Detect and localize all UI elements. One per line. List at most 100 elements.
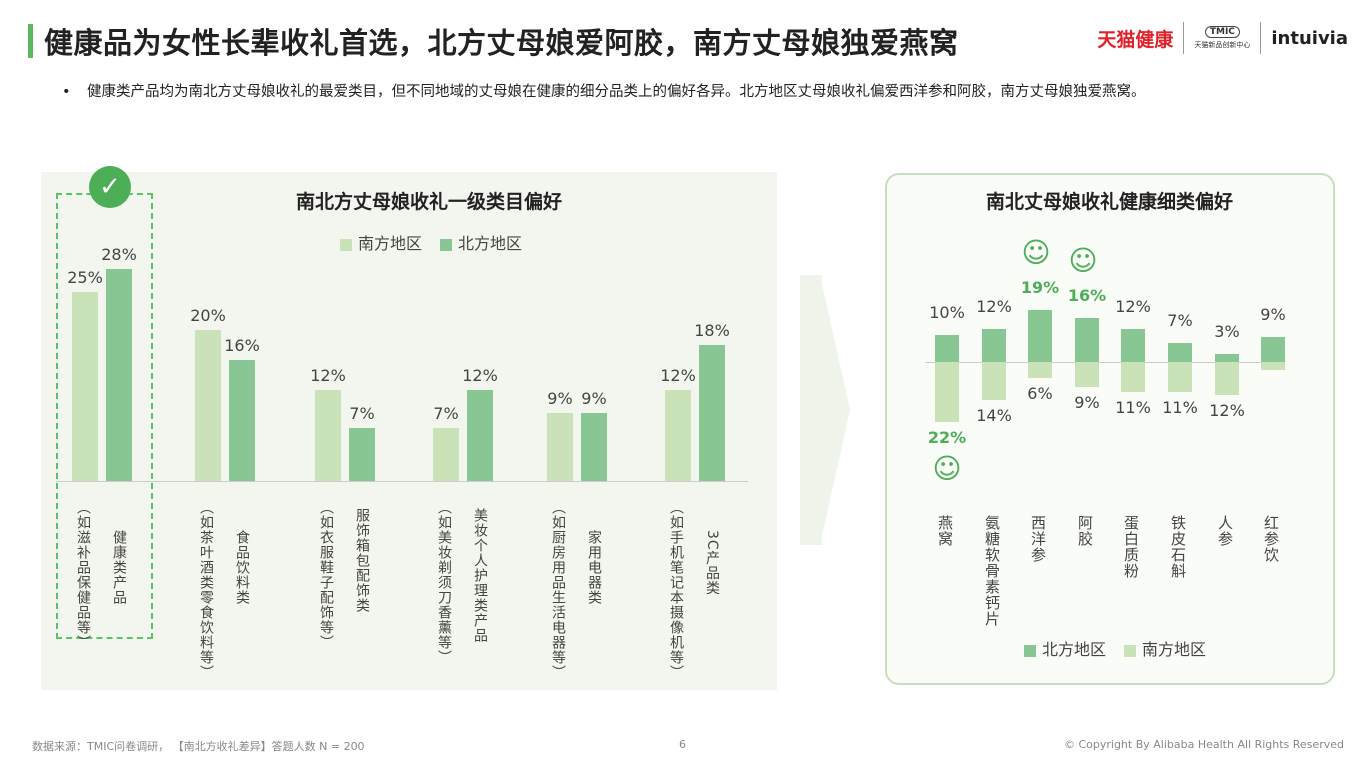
bar-north (1215, 353, 1239, 362)
face-icon: ☺ (932, 452, 962, 486)
bar-south (433, 428, 459, 481)
right-chart-title: 南北丈母娘收礼健康细类偏好 (986, 191, 1234, 213)
bar-south (72, 291, 98, 481)
x-axis-line (56, 481, 748, 482)
face-icon: ☺ (1021, 235, 1051, 269)
category-label: 燕窝 (936, 515, 954, 547)
legend-label: 北方地区 (1042, 640, 1107, 659)
bar-south (1261, 362, 1285, 371)
value-label-north: 7% (1167, 310, 1193, 330)
value-label-north: 12% (1115, 297, 1151, 317)
value-label: 9% (581, 388, 607, 408)
legend-label: 北方地区 (458, 234, 523, 253)
check-badge-icon: ✓ (89, 166, 131, 208)
value-label-north: 9% (1260, 305, 1286, 325)
summary-bullet: • 健康类产品均为南北方丈母娘收礼的最爱类目，但不同地域的丈母娘在健康的细分品类上… (62, 82, 1272, 102)
arrow-shape (800, 275, 822, 545)
category-label: 红参饮 (1262, 515, 1280, 563)
value-label-south: 11% (1162, 398, 1198, 418)
value-label-north: 10% (929, 302, 965, 322)
legend-north: 北方地区 (440, 230, 522, 254)
category-label: 铁皮石斛 (1169, 515, 1187, 579)
value-label-north: 3% (1214, 321, 1240, 341)
category-label: 3C产品类 (704, 530, 720, 596)
logo-bar: 天猫健康 TMIC 天猫新品创新中心 intuivia (1097, 22, 1348, 54)
bar-north (1075, 318, 1099, 362)
category-note: （如滋补品保健品等） (75, 500, 91, 650)
bar-north (467, 390, 493, 481)
bar-north (106, 269, 132, 481)
bar-north (229, 359, 255, 481)
value-label: 16% (224, 335, 260, 355)
bar-north (1028, 309, 1052, 362)
value-label: 7% (349, 404, 375, 423)
value-label: 28% (101, 245, 137, 265)
value-label-north: 12% (976, 297, 1012, 317)
copyright: © Copyright By Alibaba Health All Rights… (1063, 738, 1344, 751)
value-label: 9% (547, 388, 573, 408)
zero-line (925, 362, 1285, 363)
value-label: 25% (67, 267, 103, 287)
page-number: 6 (679, 738, 686, 751)
tmall-health-logo: 天猫健康 (1097, 28, 1174, 51)
value-label-south: 9% (1074, 392, 1100, 412)
data-source: 数据来源：TMIC问卷调研， 【南北方收礼差异】答题人数 N = 200 (32, 740, 365, 753)
bar-north (982, 329, 1006, 362)
legend-south: 南方地区 (1124, 636, 1206, 660)
category-label: 西洋参 (1029, 515, 1047, 563)
legend-swatch (340, 238, 352, 251)
bar-north (349, 428, 375, 481)
category-label: 阿胶 (1076, 515, 1094, 547)
bar-south (1121, 362, 1145, 393)
face-icon: ☺ (1068, 244, 1098, 278)
bar-south (547, 412, 573, 481)
arrow-head (820, 275, 850, 545)
legend-south: 南方地区 (340, 230, 422, 254)
tmic-logo-mark: TMIC (1204, 26, 1240, 38)
page-title: 健康品为女性长辈收礼首选，北方丈母娘爱阿胶，南方丈母娘独爱燕窝 (44, 26, 959, 60)
bar-north (581, 412, 607, 481)
tmic-logo: TMIC 天猫新品创新中心 (1194, 26, 1250, 50)
divider (1183, 22, 1185, 54)
value-label-south: 12% (1209, 400, 1245, 420)
bar-north (1261, 337, 1285, 362)
bar-south (1075, 362, 1099, 387)
bar-south (982, 362, 1006, 401)
bar-south (935, 362, 959, 423)
bar-south (665, 390, 691, 481)
category-note: （如美妆剃须刀香薰等） (436, 500, 452, 665)
tmic-logo-text: 天猫新品创新中心 (1194, 41, 1251, 49)
category-label: 蛋白质粉 (1122, 515, 1140, 579)
bar-north (1168, 342, 1192, 362)
legend-swatch (1024, 644, 1036, 657)
value-label-south: 11% (1115, 398, 1151, 418)
category-note: （如衣服鞋子配饰等） (318, 500, 334, 650)
bar-south (195, 329, 221, 481)
bar-south (1028, 362, 1052, 379)
category-note: （如厨房用品生活电器等） (550, 500, 566, 680)
right-chart-panel (885, 173, 1335, 685)
value-label: 12% (310, 366, 346, 386)
left-chart-panel (41, 172, 777, 690)
legend-swatch (440, 238, 453, 251)
bar-north (699, 344, 725, 481)
category-label: 食品饮料类 (234, 530, 250, 605)
category-label: 氨糖软骨素钙片 (983, 515, 1001, 627)
title-accent-bar (28, 24, 33, 58)
value-label: 12% (462, 366, 498, 386)
value-label: 7% (433, 404, 459, 423)
bullet-dot: • (62, 84, 71, 100)
category-label: 家用电器类 (586, 530, 602, 605)
bar-south (1168, 362, 1192, 393)
bar-north (935, 334, 959, 362)
left-chart-legend: 南方地区 北方地区 (340, 230, 522, 254)
summary-text: 健康类产品均为南北方丈母娘收礼的最爱类目，但不同地域的丈母娘在健康的细分品类上的… (87, 84, 1146, 100)
right-chart-legend: 北方地区 南方地区 (1024, 636, 1206, 660)
divider (1260, 22, 1262, 54)
legend-north: 北方地区 (1024, 636, 1106, 660)
category-label: 服饰箱包配饰类 (354, 508, 370, 613)
intuivia-logo: intuivia (1271, 27, 1348, 49)
value-label-south: 6% (1027, 384, 1053, 404)
legend-swatch (1124, 644, 1137, 657)
category-note: （如茶叶酒类零食饮料等） (198, 500, 214, 680)
